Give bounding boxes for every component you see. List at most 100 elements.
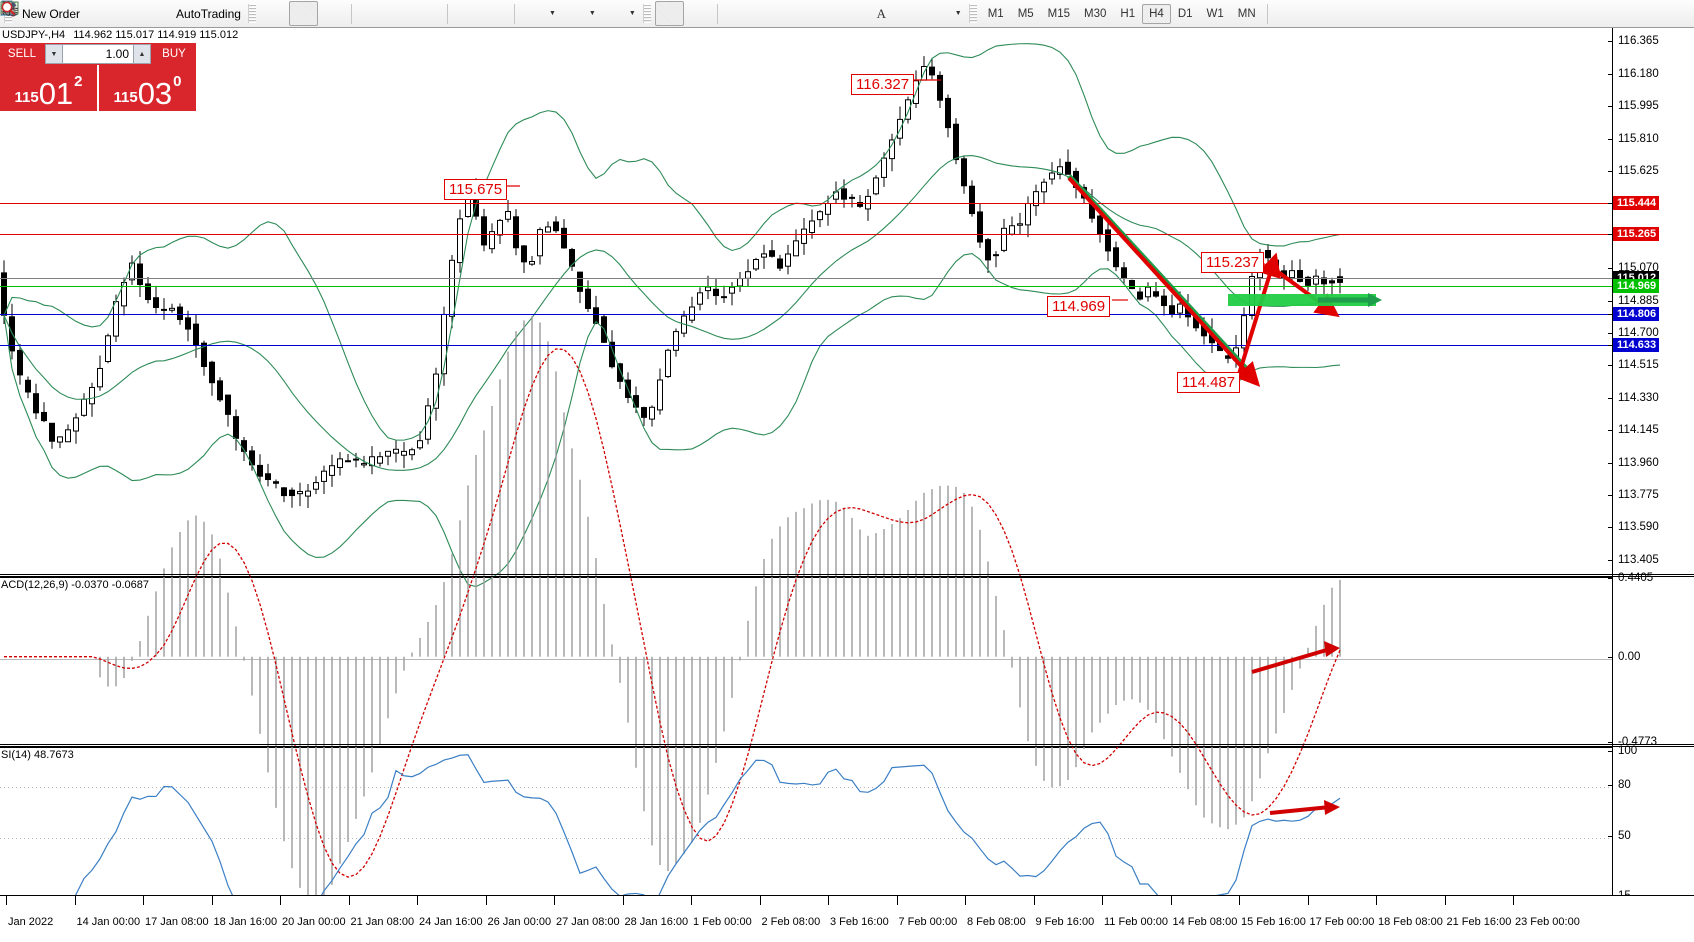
price-tick-label: 113.590 [1618,521,1659,534]
macd-tick-mark [1608,656,1613,658]
add-indicator-icon[interactable] [1,0,548,26]
timeframe-m1[interactable]: M1 [987,7,1004,20]
price-tick-mark [1608,202,1613,204]
price-tick-mark [1608,344,1613,346]
search-icon[interactable] [1,1,1691,26]
toolbar-grip[interactable] [4,4,12,23]
date-tick-label: 15 Feb 16:00 [1241,916,1306,928]
toolbar-separator-2 [446,3,448,24]
price-tick-mark [1608,268,1613,270]
add-indicator-dropdown-caret[interactable]: ▼ [548,10,556,17]
expert-advisors-icon[interactable] [1,1,112,26]
toolbar-grip-4[interactable] [968,4,977,23]
price-tick-label: 115.625 [1618,165,1659,178]
date-tick-label: 20 Jan 00:00 [282,916,346,928]
text-icon[interactable]: A [876,5,886,21]
toolbar-grip-2[interactable] [247,4,256,23]
timeframe-h4[interactable]: H4 [1142,3,1171,24]
price-tick-mark [1608,171,1613,173]
volume-control[interactable]: ▼ 1.00 ▲ [44,43,152,65]
crosshair-icon[interactable] [1,1,713,26]
rsi-tick-mark [1608,836,1613,837]
candlestick-chart-icon[interactable] [1,1,318,26]
date-tick-mark [74,896,76,905]
sell-price-display[interactable]: 115 01 2 [0,65,97,111]
price-tick-label: 115.810 [1618,132,1659,145]
equidistant-channel-icon[interactable]: E [1,1,838,26]
auto-scroll-icon[interactable] [2,1,481,26]
new-order-button[interactable]: New Order [1,0,83,26]
sell-price-fraction: 2 [74,73,83,90]
price-annotation-tag[interactable]: 114.487 [1177,372,1241,393]
timeframe-mn[interactable]: MN [1237,7,1256,20]
cursor-icon[interactable] [3,0,684,26]
bar-chart-icon[interactable] [1,1,289,26]
price-level-badge[interactable]: 114.806 [1613,307,1660,322]
price-level-line[interactable] [0,202,1612,204]
price-annotation-tag[interactable]: 115.675 [444,179,508,200]
date-tick-mark [554,896,555,905]
macd-pane[interactable]: ACD(12,26,9) -0.0370 -0.0687 [0,576,1612,746]
price-annotation-tag[interactable]: 114.969 [1047,296,1111,317]
date-tick-label: 21 Jan 08:00 [350,916,415,928]
shapes-dropdown-caret[interactable]: ▼ [954,10,962,17]
price-level-badge[interactable]: 114.969 [1613,278,1660,293]
data-window-icon[interactable] [1,1,141,26]
tile-windows-icon[interactable] [0,1,443,26]
text-label-icon[interactable]: T [1,1,925,26]
timeframe-w1[interactable]: W1 [1206,7,1224,20]
templates-icon[interactable] [0,1,628,26]
period-dropdown-caret[interactable]: ▼ [588,10,596,17]
date-tick-label: 7 Feb 00:00 [898,916,958,928]
toolbar-grip-3[interactable] [642,4,651,23]
price-level-line[interactable] [0,314,1612,316]
price-tick-mark [1608,397,1613,399]
rsi-tick-mark [1608,751,1613,752]
volume-decrease-button[interactable]: ▼ [45,44,63,64]
timeframe-group: M1 M5 M15 M30 H1 H4 D1 W1 MN [981,3,1263,24]
price-level-line[interactable] [0,285,1612,287]
price-annotation-tag[interactable]: 116.327 [851,74,915,95]
buy-button[interactable]: BUY [152,43,196,65]
fibonacci-icon[interactable]: F [2,1,867,26]
price-level-badge[interactable]: 114.633 [1613,337,1660,352]
volume-increase-button[interactable]: ▲ [133,44,151,64]
autotrading-button[interactable]: AutoTrading [0,1,244,26]
date-tick-label: 14 Feb 08:00 [1172,916,1238,928]
chart-shift-icon[interactable] [2,1,510,26]
timeframe-m30[interactable]: M30 [1084,7,1107,20]
buy-price-display[interactable]: 115 03 0 [97,65,196,111]
chart-stage[interactable]: ACD(12,26,9) -0.0370 -0.0687 SI(14) 48.7… [0,28,1694,941]
timeframe-h1[interactable]: H1 [1120,7,1136,20]
pane-separator-2b [0,746,1694,747]
date-tick-label: 17 Feb 00:00 [1309,916,1375,928]
signals-icon[interactable] [1,1,170,26]
zoom-in-icon[interactable] [1,1,385,26]
timeframe-d1[interactable]: D1 [1177,7,1193,20]
rsi-tick-label: 50 [1618,830,1631,842]
line-chart-icon[interactable] [1,1,347,26]
price-tick-label: 116.365 [1618,35,1659,48]
timeframe-m5[interactable]: M5 [1017,7,1034,20]
zoom-out-icon[interactable] [1,1,414,26]
trendline-icon[interactable] [2,1,809,26]
date-axis[interactable]: Jan 2022 14 Jan 00:00 17 Jan 08:00 18 Jan 1… [0,895,1694,942]
price-pane[interactable] [0,28,1612,574]
price-annotation-tag[interactable]: 115.237 [1201,252,1265,273]
volume-input[interactable]: 1.00 [63,44,133,64]
price-level-line[interactable] [0,344,1612,346]
price-level-line[interactable] [0,278,1612,280]
horizontal-line-icon[interactable] [3,1,780,26]
price-level-badge[interactable]: 115.265 [1613,227,1660,242]
period-icon[interactable] [1,1,588,26]
timeframe-m15[interactable]: M15 [1047,7,1071,20]
price-level-badge[interactable]: 115.444 [1613,195,1660,210]
date-tick-mark [1170,896,1172,905]
price-level-line[interactable] [0,234,1612,236]
templates-dropdown-caret[interactable]: ▼ [628,10,636,17]
shapes-icon[interactable] [4,1,954,26]
price-tick-label: 115.995 [1618,100,1659,113]
one-click-trading-panel[interactable]: USDJPY-,H4 114.962 115.017 114.919 115.0… [0,28,238,111]
sell-button[interactable]: SELL [0,43,44,65]
vertical-line-icon[interactable] [5,1,751,26]
